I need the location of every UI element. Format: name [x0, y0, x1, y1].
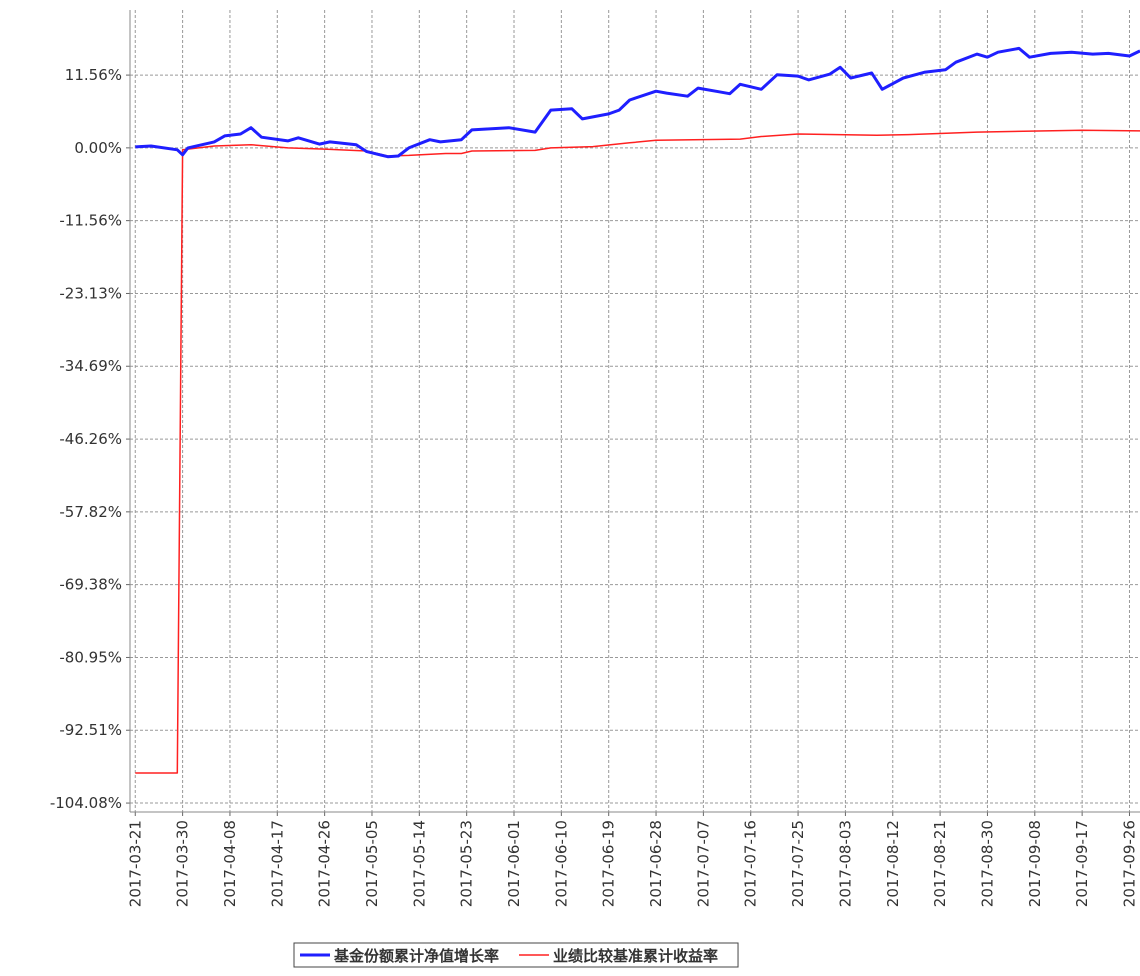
data-line [135, 129, 1140, 774]
y-tick-label: -92.51% [59, 721, 122, 739]
x-tick-label: 2017-05-14 [410, 820, 428, 907]
y-tick-label: -11.56% [59, 212, 122, 230]
x-tick-label: 2017-03-30 [174, 820, 192, 907]
x-tick-label: 2017-07-07 [694, 820, 712, 907]
x-tick-label: 2017-09-08 [1026, 820, 1044, 907]
legend-box [293, 942, 739, 968]
y-tick-label: 0.00% [74, 139, 122, 157]
x-tick-label: 2017-08-12 [884, 820, 902, 907]
x-tick-label: 2017-08-21 [931, 820, 949, 907]
x-tick-label: 2017-04-17 [268, 820, 286, 907]
x-tick-label: 2017-03-21 [126, 820, 144, 907]
x-tick-label: 2017-04-08 [221, 820, 239, 907]
x-tick-label: 2017-09-26 [1120, 820, 1138, 907]
x-tick-label: 2017-04-26 [316, 820, 334, 907]
legend-label: 基金份额累计净值增长率 [333, 947, 499, 965]
x-tick-label: 2017-09-17 [1073, 820, 1091, 907]
legend-label: 业绩比较基准累计收益率 [553, 947, 718, 965]
x-tick-label: 2017-06-01 [505, 820, 523, 907]
y-tick-label: -23.13% [59, 284, 122, 302]
y-tick-label: -46.26% [59, 430, 122, 448]
x-tick-label: 2017-06-28 [647, 820, 665, 907]
y-tick-label: -104.08% [50, 794, 122, 812]
y-tick-label: -57.82% [59, 503, 122, 521]
y-tick-label: 11.56% [65, 66, 122, 84]
x-tick-label: 2017-05-05 [363, 820, 381, 907]
data-line [135, 46, 1140, 159]
y-tick-label: -34.69% [59, 357, 122, 375]
x-tick-label: 2017-06-19 [600, 820, 618, 907]
x-tick-label: 2017-05-23 [458, 820, 476, 907]
legend: 基金份额累计净值增长率 业绩比较基准累计收益率 [293, 942, 739, 968]
x-tick-label: 2017-08-03 [836, 820, 854, 907]
x-tick-label: 2017-07-25 [789, 820, 807, 907]
x-tick-label: 2017-06-10 [552, 820, 570, 907]
x-tick-label: 2017-08-30 [978, 820, 996, 907]
y-tick-label: -69.38% [59, 576, 122, 594]
x-tick-label: 2017-07-16 [742, 820, 760, 907]
y-tick-label: -80.95% [59, 648, 122, 666]
